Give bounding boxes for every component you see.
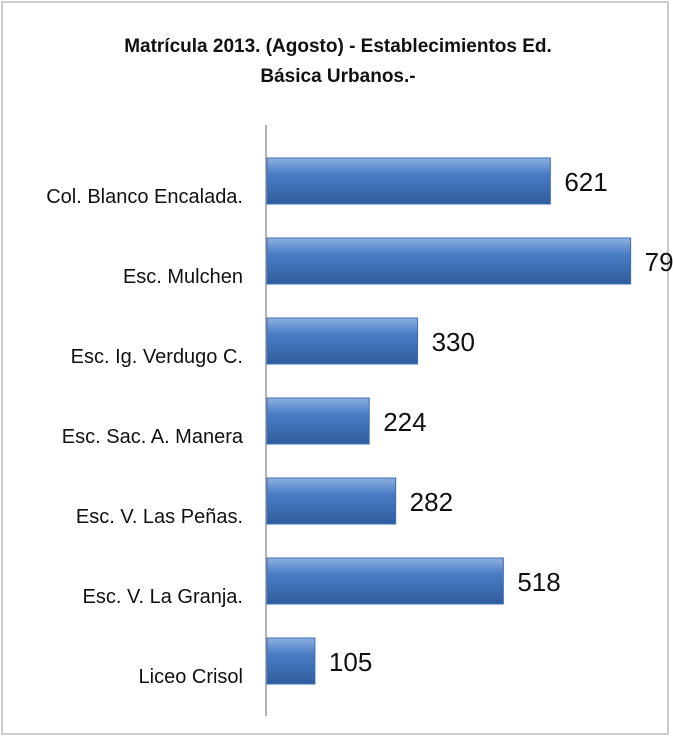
bar bbox=[266, 157, 551, 205]
category-label: Esc. Ig. Verdugo C. bbox=[71, 346, 243, 368]
value-label: 621 bbox=[564, 167, 607, 197]
category-label: Col. Blanco Encalada. bbox=[46, 186, 243, 208]
bar bbox=[266, 637, 316, 685]
category-label: Esc. V. Las Peñas. bbox=[76, 506, 243, 528]
bar bbox=[266, 237, 632, 285]
chart-title: Matrícula 2013. (Agosto) - Establecimien… bbox=[124, 36, 552, 57]
bar bbox=[266, 317, 419, 365]
category-label: Esc. Sac. A. Manera bbox=[62, 426, 244, 448]
category-label: Esc. V. La Granja. bbox=[83, 586, 243, 608]
bar bbox=[266, 397, 370, 445]
value-label: 518 bbox=[517, 567, 560, 597]
category-label: Esc. Mulchen bbox=[123, 266, 243, 288]
bar bbox=[266, 557, 504, 605]
value-label: 797 bbox=[645, 247, 673, 277]
value-label: 105 bbox=[329, 647, 372, 677]
chart-title: Básica Urbanos.- bbox=[260, 66, 415, 87]
value-label: 330 bbox=[432, 327, 475, 357]
bar bbox=[266, 477, 397, 525]
value-label: 282 bbox=[410, 487, 453, 517]
value-label: 224 bbox=[383, 407, 426, 437]
category-label: Liceo Crisol bbox=[139, 666, 243, 688]
